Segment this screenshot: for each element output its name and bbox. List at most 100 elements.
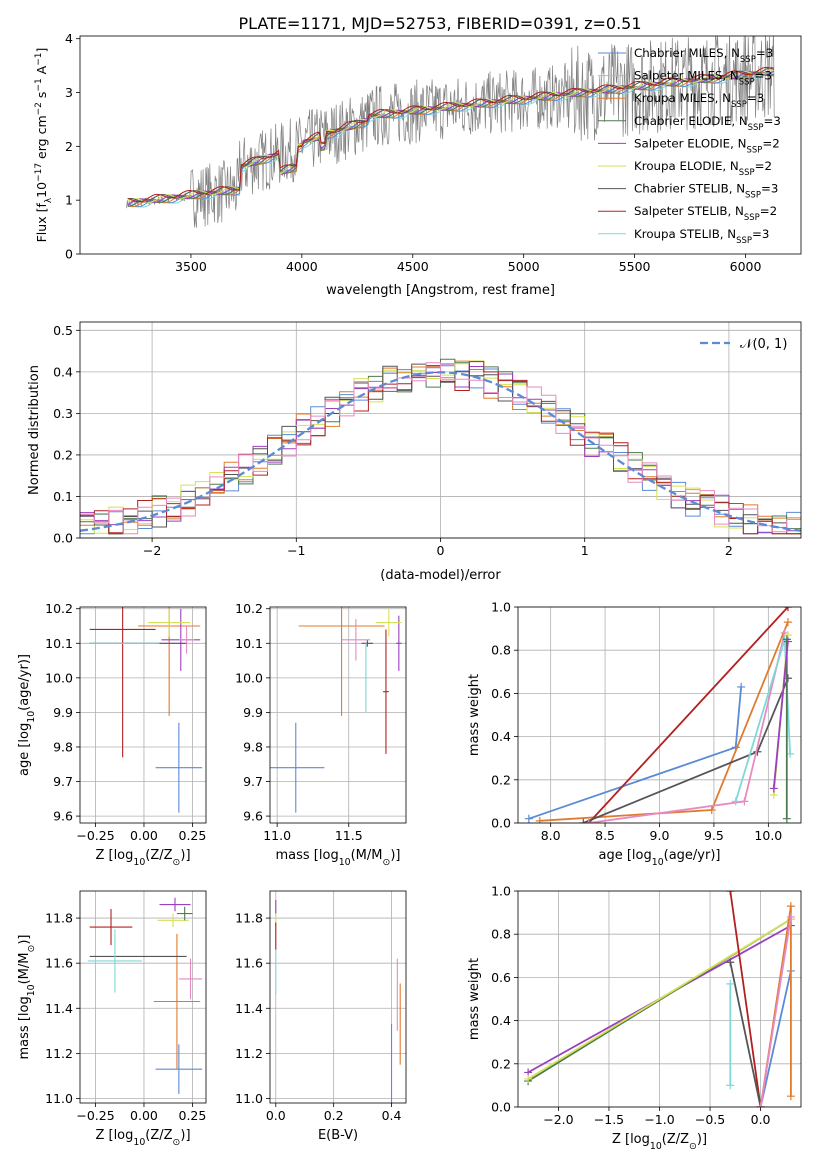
label-part: Salpeter STELIB, N [634, 204, 744, 218]
label-part: −1 [34, 78, 44, 91]
plot-area [270, 607, 402, 813]
legend-entry: Salpeter MILES, NSSP=3 [634, 69, 772, 88]
legend-entry: Kroupa MILES, NSSP=3 [634, 91, 764, 110]
label-part: SSP [739, 78, 755, 88]
label-part: 10 [133, 1137, 145, 1148]
x-tick-label: −1.5 [594, 1112, 624, 1127]
y-tick-label: 10.2 [45, 601, 73, 616]
label-part: Salpeter ELODIE, N [634, 136, 746, 150]
series-line [759, 916, 792, 1107]
x-tick-label: −0.25 [76, 1108, 114, 1123]
series-marker [756, 1103, 765, 1107]
series-marker [782, 814, 791, 823]
x-tick-label: 11.5 [335, 828, 363, 843]
label-part: )] [697, 1132, 707, 1147]
axes-frame [269, 606, 407, 824]
y-tick-label: 11.8 [45, 911, 73, 926]
y-tick-label: 0.4 [491, 729, 511, 744]
label-part: ] [34, 48, 49, 53]
label-part: (Z/Z [662, 1132, 689, 1147]
x-axis-label: E(B-V) [318, 1128, 358, 1143]
series-line [772, 641, 789, 789]
panel-massweight_vs_Z: −2.0 −1.5 −1.0 −0.5 0.0 0.0 0.2 0.4 0.6 0.8 1.0 Z [… [467, 884, 802, 1152]
series-marker [726, 891, 735, 895]
x-axis-label: age [log10(age/yr)] [599, 848, 721, 868]
y-tick-label: 9.6 [53, 809, 73, 824]
y-tick-label: 9.9 [53, 705, 73, 720]
label-part: Kroupa ELODIE, N [634, 159, 739, 173]
x-tick-label: 0.25 [179, 828, 207, 843]
label-part: −17 [34, 163, 44, 182]
series-marker [726, 979, 735, 988]
y-tick-label: 0 [65, 247, 73, 262]
series-marker [535, 816, 544, 823]
axes-frame [269, 890, 407, 1104]
series-marker [740, 797, 749, 806]
label-part: SSP [748, 123, 764, 133]
y-tick-label: 10.1 [45, 636, 73, 651]
label-part: Z [log [95, 1128, 133, 1143]
label-part: Chabrier MILES, N [634, 46, 740, 60]
series-marker [579, 819, 588, 823]
y-tick-label: 11.2 [235, 1046, 263, 1061]
series-marker [786, 912, 795, 921]
legend-entry: Salpeter STELIB, NSSP=2 [634, 204, 777, 223]
y-tick-label: 0.5 [53, 323, 73, 338]
plot-area [89, 607, 203, 813]
x-axis-label: Z [log10(Z/Z⊙)] [95, 848, 190, 868]
legend-entry: 𝒩(0, 1) [740, 337, 787, 352]
y-tick-label: 11.8 [235, 911, 263, 926]
x-axis-label: Z [log10(Z/Z⊙)] [612, 1132, 707, 1152]
label-part: ⊙ [173, 857, 181, 868]
panel-mass_vs_ebv: 0.0 0.2 0.4 11.0 11.2 11.4 11.6 11.8 E(B-V) [235, 890, 407, 1143]
x-tick-label: 0.0 [751, 1112, 771, 1127]
legend-entry: Chabrier STELIB, NSSP=3 [634, 182, 778, 201]
label-part: Z [log [612, 1132, 650, 1147]
y-tick-label: 0.2 [53, 447, 73, 462]
y-tick-label: 10.0 [45, 670, 73, 685]
label-part: (M/M [351, 848, 383, 863]
y-tick-label: 10.0 [235, 670, 263, 685]
series-line [527, 918, 792, 1080]
y-tick-label: 4 [65, 31, 73, 46]
x-tick-label: 0 [437, 543, 445, 558]
y-tick-label: 11.0 [235, 1091, 263, 1106]
panel-massweight_vs_age: 8.0 8.5 9.0 9.5 10.0 0.0 0.2 0.4 0.6 0.8 1.0 age [l… [467, 600, 802, 868]
series-marker [726, 958, 735, 967]
label-part: age [log [599, 848, 652, 863]
y-tick-label: 9.7 [53, 774, 73, 789]
y-axis-label: mass [log10(M/M⊙)] [17, 935, 37, 1060]
y-tick-label: 0.0 [53, 531, 73, 546]
series-marker [737, 682, 746, 691]
y-tick-label: 0.6 [491, 686, 511, 701]
series-marker [786, 902, 795, 911]
x-tick-label: 2 [725, 543, 733, 558]
axes-frame [79, 35, 802, 255]
figure-title: PLATE=1171, MJD=52753, FIBERID=0391, z=0… [238, 14, 641, 33]
gaussian-curve [80, 371, 801, 532]
plot-area [524, 891, 795, 1107]
label-part: Chabrier STELIB, N [634, 182, 745, 196]
y-tick-label: 2 [65, 139, 73, 154]
label-part: =3 [761, 182, 778, 196]
x-tick-label: 11.0 [263, 828, 291, 843]
series-marker [783, 607, 792, 611]
label-part: A [34, 65, 49, 78]
model-spectrum-kroupa_elodie [127, 67, 774, 203]
legend-entry: Kroupa ELODIE, NSSP=2 [634, 159, 772, 178]
label-part: )] [390, 848, 400, 863]
legend-entry: Salpeter ELODIE, NSSP=2 [634, 136, 780, 155]
panel-age_vs_mass: 11.0 11.5 9.6 9.7 9.8 9.9 10.0 10.1 10.2 mass [lo… [235, 601, 407, 868]
y-tick-label: 0.0 [491, 1100, 511, 1115]
label-part: mass [log [17, 996, 32, 1059]
label-part: 10 [339, 857, 351, 868]
y-tick-label: 0.8 [491, 927, 511, 942]
y-tick-label: 0.4 [53, 364, 73, 379]
series-marker [783, 637, 792, 646]
series-line [729, 962, 762, 1107]
y-axis-label: Normed distribution [27, 365, 42, 495]
x-tick-label: 0.2 [324, 1108, 344, 1123]
x-tick-label: 3500 [175, 259, 207, 274]
y-axis-label: age [log10(age/yr)] [17, 654, 37, 776]
